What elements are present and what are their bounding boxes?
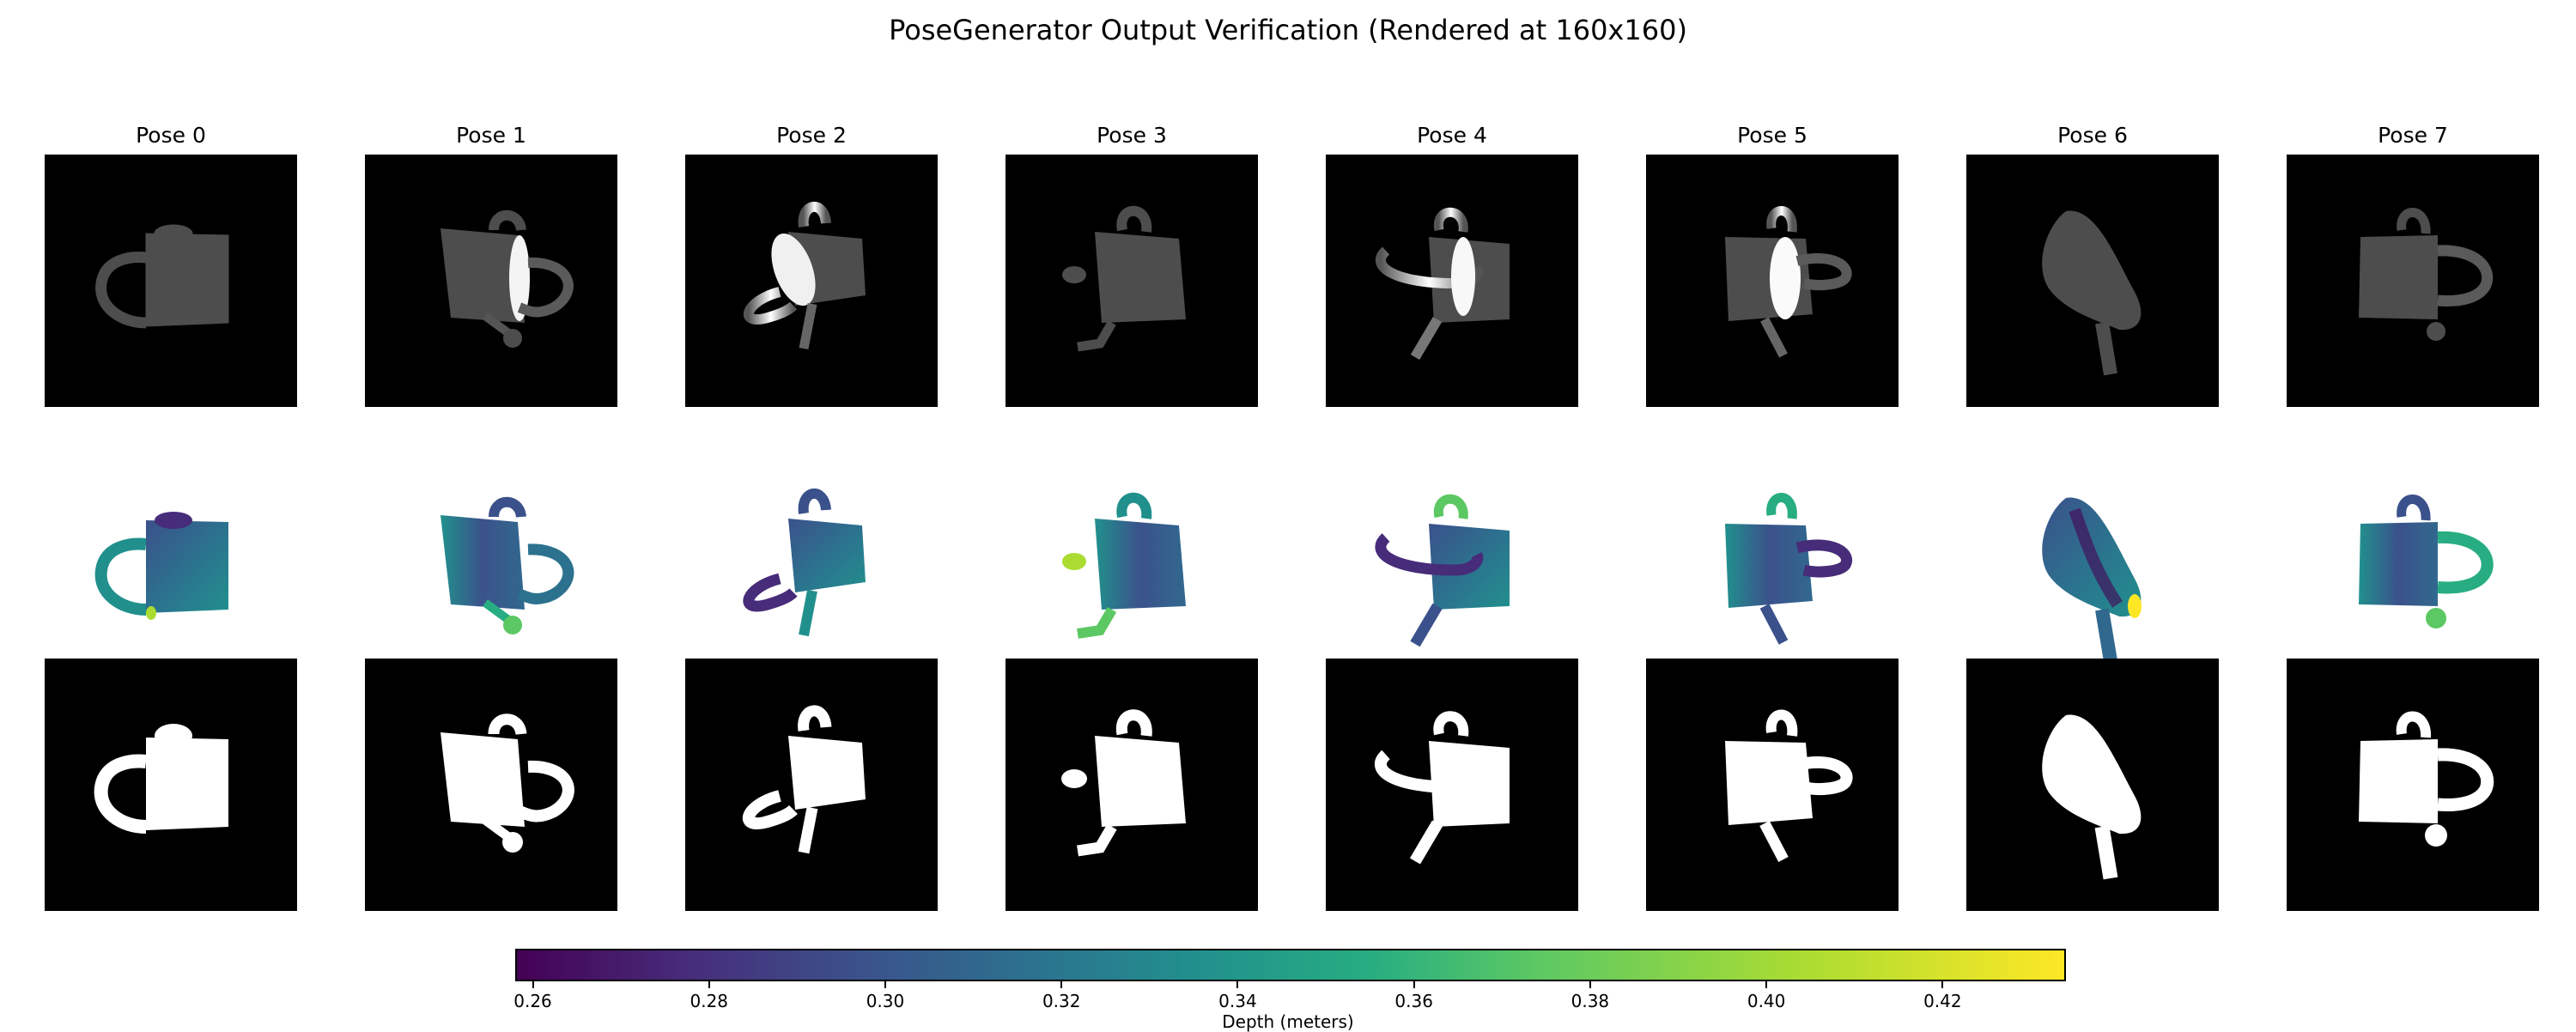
colorbar-tick-mark (1589, 981, 1591, 988)
colorbar-tick-label: 0.38 (1571, 991, 1610, 1011)
watering-can-depth (2359, 495, 2494, 628)
watering-can-depth (1375, 494, 1510, 647)
colorbar-tick-label: 0.34 (1218, 991, 1257, 1011)
shaded-render-pose-0 (45, 155, 297, 407)
watering-can-shaded (743, 202, 866, 350)
colorbar-tick-label: 0.26 (513, 991, 552, 1011)
depth-map-pose-1 (365, 441, 617, 694)
pose-title-3: Pose 3 (1097, 123, 1167, 148)
watering-can-depth (743, 489, 866, 637)
mask-pose-7 (2287, 659, 2539, 911)
watering-can-mask (94, 724, 228, 834)
shaded-render-pose-5 (1646, 155, 1899, 407)
watering-can-mask (2359, 711, 2494, 847)
watering-can-mask (440, 713, 574, 853)
mask-pose-6 (1966, 659, 2219, 911)
colorbar-tick-mark (1236, 981, 1239, 988)
colorbar-tick-mark (884, 981, 886, 988)
colorbar-tick-mark (1413, 981, 1415, 988)
watering-can-shaded (95, 224, 229, 329)
pose-title-2: Pose 2 (776, 123, 847, 148)
colorbar-tick-mark (1060, 981, 1063, 988)
watering-can-depth (2042, 497, 2142, 663)
shaded-render-pose-3 (1005, 155, 1258, 407)
colorbar-tick-label: 0.30 (866, 991, 905, 1011)
mask-pose-2 (685, 659, 938, 911)
colorbar-tick-mark (532, 981, 534, 988)
depth-map-pose-5 (1646, 441, 1899, 694)
shaded-render-pose-2 (685, 155, 938, 407)
depth-map-pose-3 (1005, 441, 1258, 694)
depth-map-pose-2 (685, 441, 938, 694)
mask-pose-1 (365, 659, 617, 911)
depth-map-pose-4 (1326, 441, 1578, 694)
mask-pose-4 (1326, 659, 1578, 911)
colorbar-tick-label: 0.36 (1394, 991, 1433, 1011)
depth-map-pose-6 (1966, 441, 2219, 694)
shaded-render-pose-1 (365, 155, 617, 407)
watering-can-depth (440, 496, 574, 634)
pose-title-6: Pose 6 (2057, 123, 2128, 148)
pose-title-1: Pose 1 (456, 123, 526, 148)
watering-can-shaded (2359, 208, 2494, 341)
depth-colorbar: 0.26 0.28 0.30 0.32 0.34 0.36 0.38 0.40 0.42 (513, 949, 2066, 1011)
mask-pose-0 (45, 659, 297, 911)
viridis-gradient-bar (515, 949, 2066, 981)
watering-can-depth (1062, 492, 1186, 639)
colorbar-tick-label: 0.32 (1042, 991, 1081, 1011)
watering-can-mask (742, 705, 866, 854)
mask-pose-3 (1005, 659, 1258, 911)
pose-title-4: Pose 4 (1417, 123, 1487, 148)
figure-title: PoseGenerator Output Verification (Rende… (889, 14, 1687, 46)
watering-can-shaded (2042, 210, 2142, 376)
watering-can-shaded (1725, 206, 1852, 358)
shaded-render-pose-4 (1326, 155, 1578, 407)
mask-pose-5 (1646, 659, 1899, 911)
colorbar-tick-label: 0.28 (690, 991, 729, 1011)
colorbar-tick-mark (1765, 981, 1768, 988)
watering-can-mask (1061, 709, 1186, 857)
watering-can-depth (1725, 493, 1852, 645)
colorbar-tick-label: 0.42 (1923, 991, 1962, 1011)
watering-can-mask (1725, 709, 1853, 863)
watering-can-mask (1375, 711, 1510, 865)
pose-title-7: Pose 7 (2378, 123, 2448, 148)
shaded-render-pose-7 (2287, 155, 2539, 407)
pose-title-5: Pose 5 (1737, 123, 1807, 148)
watering-can-depth (94, 512, 228, 620)
shaded-render-pose-6 (1966, 155, 2219, 407)
depth-map-pose-7 (2287, 441, 2539, 694)
watering-can-shaded (440, 209, 574, 348)
colorbar-tick-label: 0.40 (1747, 991, 1786, 1011)
colorbar-tick-mark (708, 981, 710, 988)
watering-can-mask (2042, 714, 2142, 880)
colorbar-tick-mark (1941, 981, 1944, 988)
watering-can-shaded (1062, 205, 1186, 352)
depth-map-pose-0 (45, 441, 297, 694)
watering-can-shaded (1376, 207, 1510, 361)
pose-title-0: Pose 0 (136, 123, 206, 148)
colorbar-label: Depth (meters) (1222, 1011, 1354, 1032)
